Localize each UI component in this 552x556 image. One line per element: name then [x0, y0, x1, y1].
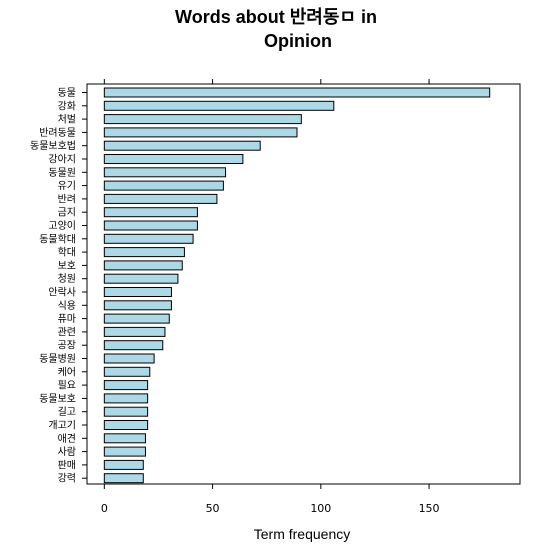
category-label-7: 유기 — [58, 180, 76, 192]
bar-0 — [103, 87, 491, 98]
bar-11 — [103, 233, 194, 244]
category-label-14: 청원 — [58, 273, 76, 285]
category-label-26: 애견 — [58, 433, 76, 445]
bar-18 — [103, 326, 166, 337]
bar-29 — [103, 473, 144, 484]
bar-9 — [103, 207, 198, 218]
plot-frame — [86, 83, 521, 485]
bar-8 — [103, 193, 218, 204]
bar-15 — [103, 287, 172, 297]
bar-5 — [103, 154, 244, 164]
category-label-3: 반려동물 — [39, 127, 76, 139]
bar-6 — [103, 167, 227, 178]
bar-26 — [103, 433, 146, 444]
x-axis-title: Term frequency — [254, 526, 350, 542]
x-tick-label-2: 100 — [310, 502, 331, 515]
category-label-9: 금지 — [58, 207, 76, 219]
bar-1 — [103, 100, 335, 111]
category-label-16: 식용 — [58, 300, 76, 312]
bar-23 — [103, 393, 149, 404]
category-label-25: 개고기 — [48, 420, 76, 432]
category-label-28: 판매 — [58, 459, 76, 471]
category-labels: 동물강화처벌반려동물동물보호법강아지동물원유기반려금지고양이동물학대학대보호청원… — [30, 87, 87, 485]
bar-13 — [103, 260, 183, 271]
bar-3 — [103, 127, 298, 138]
bar-28 — [103, 459, 144, 470]
category-label-6: 동물원 — [48, 167, 76, 179]
x-tick-label-1: 50 — [206, 502, 220, 515]
bar-12 — [103, 247, 185, 258]
category-label-10: 고양이 — [48, 220, 76, 232]
bars-group — [103, 87, 491, 484]
x-axis: 0 50 100 150 — [101, 79, 440, 515]
bar-7 — [103, 180, 224, 191]
bar-14 — [103, 273, 179, 284]
category-label-23: 동물보호 — [39, 393, 76, 405]
bar-21 — [103, 366, 151, 377]
category-label-24: 길고 — [58, 405, 76, 418]
category-label-8: 반려 — [58, 193, 76, 205]
x-tick-label-0: 0 — [101, 502, 108, 515]
bar-2 — [103, 114, 302, 125]
bar-20 — [103, 353, 155, 364]
category-label-20: 동물병원 — [39, 353, 76, 365]
category-label-4: 동물보호법 — [30, 140, 76, 152]
category-label-27: 사람 — [58, 445, 76, 458]
category-label-18: 관련 — [58, 326, 76, 338]
category-label-22: 필요 — [58, 380, 76, 392]
bar-16 — [103, 300, 172, 311]
category-label-5: 강아지 — [48, 154, 76, 166]
bar-4 — [103, 140, 261, 151]
bar-10 — [103, 220, 198, 231]
category-label-17: 퓨마 — [58, 313, 76, 325]
chart-title-line1: Words about 반려동ㅁ in — [175, 7, 377, 27]
bar-17 — [103, 313, 170, 324]
bar-19 — [103, 340, 164, 351]
category-label-2: 처벌 — [58, 114, 76, 126]
bar-25 — [103, 420, 149, 430]
category-label-1: 강화 — [58, 100, 76, 112]
bar-27 — [103, 446, 146, 457]
category-label-15: 안락사 — [48, 287, 76, 299]
chart-title-line2: Opinion — [264, 31, 332, 51]
bar-24 — [103, 406, 149, 417]
category-label-13: 보호 — [58, 260, 76, 272]
category-label-29: 강력 — [58, 473, 76, 485]
category-label-19: 공장 — [58, 340, 76, 352]
category-label-12: 학대 — [58, 247, 76, 259]
category-label-11: 동물학대 — [39, 233, 76, 245]
x-tick-label-3: 150 — [419, 502, 440, 515]
category-label-21: 케어 — [58, 366, 76, 378]
bar-22 — [103, 380, 149, 391]
category-label-0: 동물 — [58, 87, 76, 99]
